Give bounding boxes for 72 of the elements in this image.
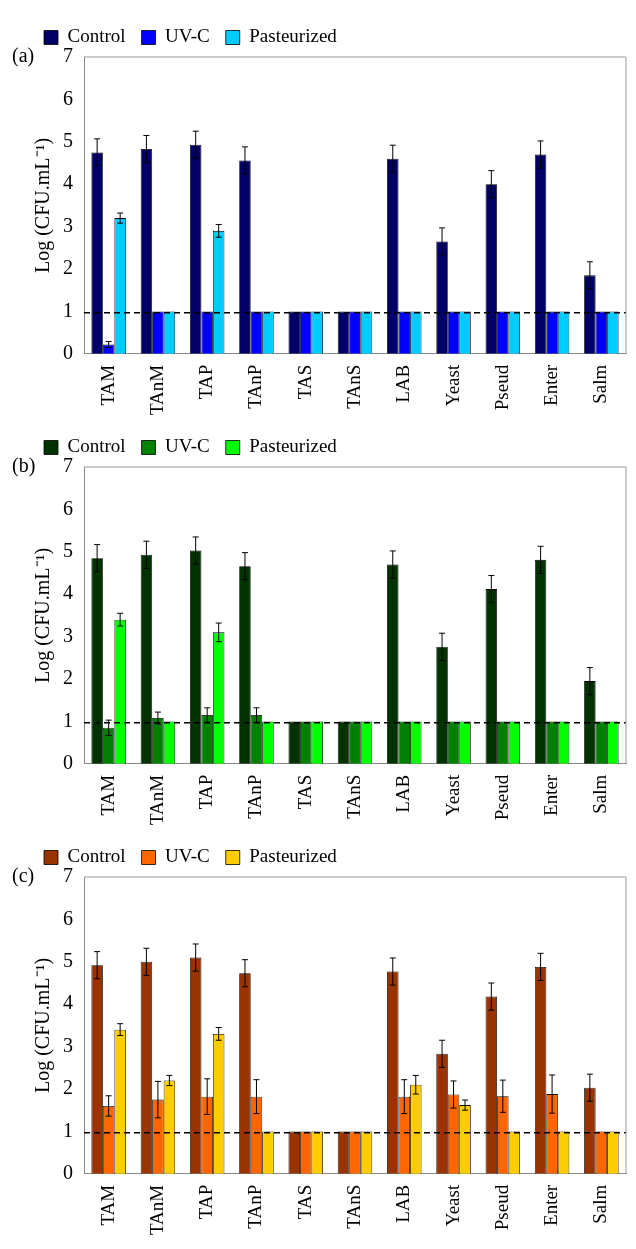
y-tick-label: 4: [63, 991, 73, 1014]
y-tick-label: 2: [63, 256, 73, 279]
y-tick-label: 0: [63, 751, 73, 774]
text: (c): [12, 864, 35, 888]
text: (a): [12, 44, 35, 68]
x-tick-label: TAM: [96, 364, 118, 406]
x-tick-label: TAnM: [145, 364, 167, 415]
x-tick-label: LAB: [392, 774, 414, 813]
x-tick-label: Enter: [540, 1184, 562, 1226]
x-tick-label: TAnP: [244, 774, 266, 819]
x-tick-label: Enter: [540, 774, 562, 816]
x-tick-label: Salm: [589, 1184, 611, 1224]
y-tick-label: 1: [63, 1118, 73, 1141]
x-tick-label: Pseud: [490, 774, 512, 821]
y-tick-label: 5: [63, 129, 73, 152]
y-axis-title: Log (CFU.mL⁻¹): [31, 957, 55, 1094]
x-tick-label: TAS: [293, 774, 315, 810]
x-tick-label: LAB: [392, 1184, 414, 1223]
x-tick-label: TAnS: [342, 774, 364, 819]
text: (b): [12, 454, 36, 478]
y-tick-label: 6: [63, 86, 73, 109]
x-tick-label: TAP: [195, 1184, 217, 1220]
y-tick-label: 3: [63, 623, 73, 646]
x-tick-label: Pseud: [490, 364, 512, 411]
x-tick-label: Salm: [589, 364, 611, 404]
x-tick-label: LAB: [392, 364, 414, 403]
y-tick-label: 6: [63, 496, 73, 519]
x-tick-label: Yeast: [441, 1184, 463, 1227]
legend-label: UV-C: [165, 435, 210, 457]
legend-label: Pasteurized: [249, 435, 338, 457]
y-tick-label: 1: [63, 708, 73, 731]
y-axis-title: Log (CFU.mL⁻¹): [31, 137, 55, 274]
legend-label: UV-C: [165, 845, 210, 867]
y-tick-label: 5: [63, 949, 73, 972]
y-tick-label: 6: [63, 906, 73, 929]
x-tick-label: TAnM: [145, 774, 167, 825]
y-axis-title: Log (CFU.mL⁻¹): [31, 547, 55, 684]
x-tick-label: Yeast: [441, 364, 463, 407]
y-tick-label: 2: [63, 666, 73, 689]
x-tick-label: TAnM: [145, 1184, 167, 1235]
x-tick-label: TAnP: [244, 364, 266, 409]
legend-label: Pasteurized: [249, 25, 338, 47]
y-tick-label: 3: [63, 213, 73, 236]
y-tick-label: 5: [63, 539, 73, 562]
y-tick-label: 0: [63, 341, 73, 364]
y-tick-label: 7: [63, 454, 73, 477]
x-tick-label: Enter: [540, 364, 562, 406]
y-tick-label: 3: [63, 1033, 73, 1056]
y-tick-label: 4: [63, 581, 73, 604]
y-tick-label: 4: [63, 171, 73, 194]
y-tick-label: 0: [63, 1161, 73, 1184]
x-tick-label: TAS: [293, 1184, 315, 1220]
x-tick-label: TAS: [293, 364, 315, 400]
x-tick-label: TAM: [96, 774, 118, 816]
legend-label: Control: [67, 435, 126, 457]
x-tick-label: Salm: [589, 774, 611, 814]
legend-label: Control: [67, 845, 126, 867]
x-tick-label: TAnS: [342, 1184, 364, 1229]
x-tick-label: Yeast: [441, 774, 463, 817]
legend-label: Pasteurized: [249, 845, 338, 867]
y-tick-label: 2: [63, 1076, 73, 1099]
y-tick-label: 7: [63, 864, 73, 887]
x-tick-label: Pseud: [490, 1184, 512, 1231]
legend-label: UV-C: [165, 25, 210, 47]
y-tick-label: 7: [63, 44, 73, 67]
legend-label: Control: [67, 25, 126, 47]
x-tick-label: TAnS: [342, 364, 364, 409]
x-tick-label: TAnP: [244, 1184, 266, 1229]
x-tick-label: TAP: [195, 364, 217, 400]
x-tick-label: TAP: [195, 774, 217, 810]
x-tick-label: TAM: [96, 1184, 118, 1226]
y-tick-label: 1: [63, 298, 73, 321]
